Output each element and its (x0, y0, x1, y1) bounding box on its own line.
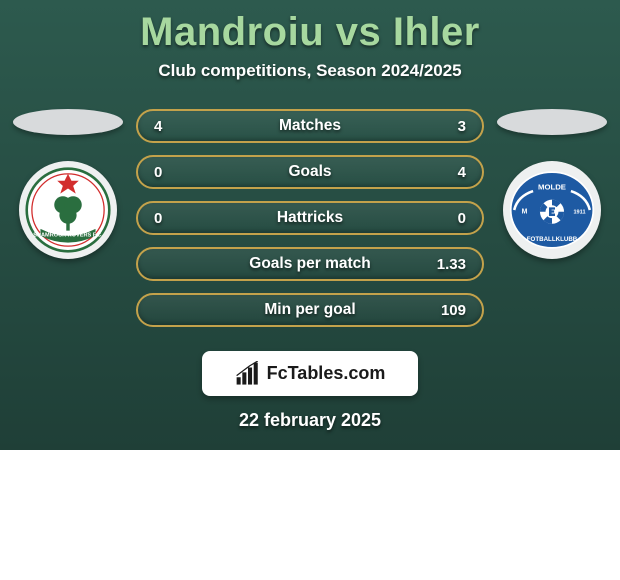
left-column: SHAMROCK ROVERS F.C. (8, 109, 128, 259)
stat-right-value: 4 (458, 164, 466, 181)
shamrock-rovers-logo-icon: SHAMROCK ROVERS F.C. (25, 167, 111, 253)
stat-label: Goals (288, 163, 331, 181)
molde-logo-icon: MOLDE M 1911 FOTBALLKLUBB (509, 167, 595, 253)
stat-label: Matches (279, 117, 341, 135)
date-label: 22 february 2025 (0, 410, 620, 431)
svg-text:SHAMROCK ROVERS F.C.: SHAMROCK ROVERS F.C. (33, 233, 103, 239)
svg-text:MOLDE: MOLDE (538, 182, 566, 191)
stat-right-value: 0 (458, 210, 466, 227)
stat-bar-hattricks: 0 Hattricks 0 (136, 201, 484, 235)
stat-left-value: 0 (154, 164, 162, 181)
brand-text: FcTables.com (267, 363, 386, 384)
page-title: Mandroiu vs Ihler (0, 10, 620, 55)
player-ellipse-right (497, 109, 607, 135)
stats-column: 4 Matches 3 0 Goals 4 0 Hattricks 0 Goal… (136, 109, 484, 327)
stat-left-value: 0 (154, 210, 162, 227)
svg-text:1911: 1911 (573, 209, 585, 215)
svg-text:FOTBALLKLUBB: FOTBALLKLUBB (527, 236, 578, 243)
stat-bar-min-per-goal: Min per goal 109 (136, 293, 484, 327)
stat-right-value: 3 (458, 118, 466, 135)
stat-bar-goals: 0 Goals 4 (136, 155, 484, 189)
svg-text:M: M (522, 208, 528, 215)
player-ellipse-left (13, 109, 123, 135)
team-logo-left[interactable]: SHAMROCK ROVERS F.C. (19, 161, 117, 259)
stat-label: Goals per match (249, 255, 370, 273)
stat-right-value: 1.33 (437, 256, 466, 273)
stat-bar-matches: 4 Matches 3 (136, 109, 484, 143)
right-column: MOLDE M 1911 FOTBALLKLUBB (492, 109, 612, 259)
subtitle: Club competitions, Season 2024/2025 (0, 61, 620, 81)
bars-icon (235, 361, 261, 387)
main-row: SHAMROCK ROVERS F.C. 4 Matches 3 0 Goals… (0, 109, 620, 327)
team-logo-right[interactable]: MOLDE M 1911 FOTBALLKLUBB (503, 161, 601, 259)
stat-right-value: 109 (441, 302, 466, 319)
stat-bar-goals-per-match: Goals per match 1.33 (136, 247, 484, 281)
comparison-panel: Mandroiu vs Ihler Club competitions, Sea… (0, 0, 620, 450)
brand-link[interactable]: FcTables.com (202, 351, 418, 396)
stat-label: Hattricks (277, 209, 343, 227)
stat-left-value: 4 (154, 118, 162, 135)
stat-label: Min per goal (264, 301, 355, 319)
